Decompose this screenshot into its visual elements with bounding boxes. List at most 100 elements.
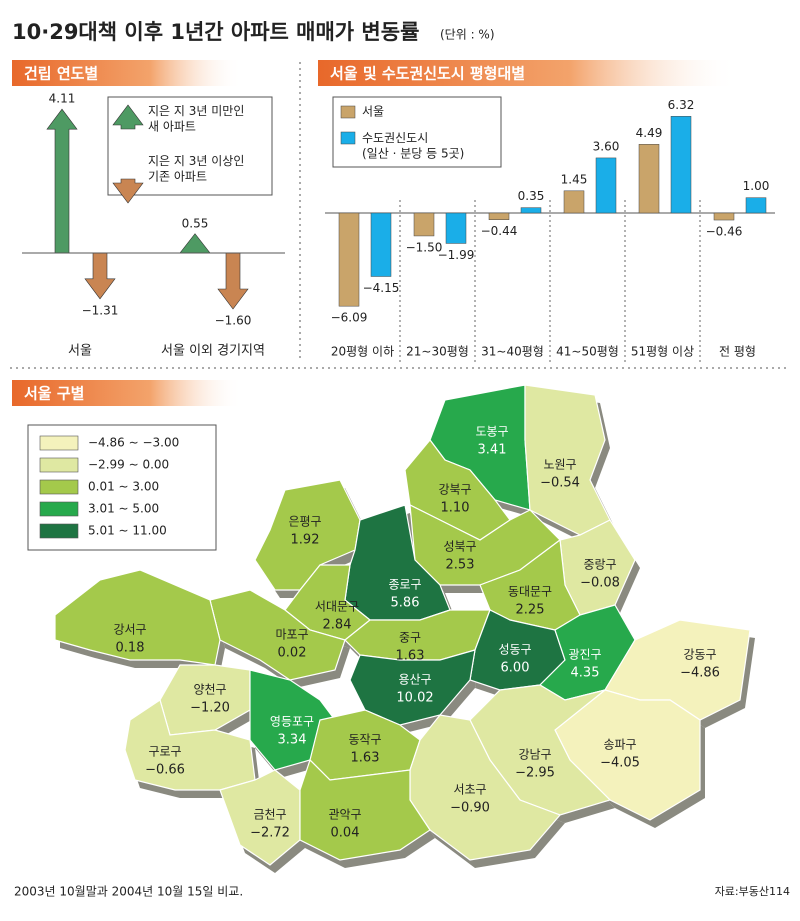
district-name: 마포구 [275,628,308,642]
district-value: −1.20 [190,701,230,716]
value-label: 6.32 [668,98,695,112]
bar [413,212,435,237]
district-value: 4.35 [571,666,600,681]
legend-label: 0.01 ∼ 3.00 [88,480,159,494]
legend-swatch [39,435,79,451]
district [349,649,476,726]
value-label: −1.50 [406,240,443,254]
value-label: 0.35 [518,189,545,203]
district-name: 서대문구 [315,600,359,614]
district-value: 10.02 [396,691,433,706]
bar [745,197,767,214]
district-name: 구로구 [148,745,181,759]
section-title: 건립 연도별 [24,65,98,83]
bar [563,190,585,214]
arrow [46,108,78,254]
district-value: −2.72 [250,826,290,841]
district-name: 강서구 [113,623,146,637]
district-value: −2.95 [515,766,555,781]
legend-swatch [112,178,144,204]
bar [595,157,617,214]
district-value: 3.41 [478,443,507,458]
x-tick-label: 전 평형 [719,345,756,359]
bar [370,212,392,277]
district-value: −0.08 [580,576,620,591]
legend-label: 3.01 ∼ 5.00 [88,502,159,516]
section-title: 서울 구별 [24,385,84,403]
district-value: 2.53 [446,558,475,573]
arrow [84,252,116,300]
district-name: 동작구 [348,733,381,747]
district-name: 송파구 [603,738,636,752]
x-tick-label: 21∼30평형 [406,345,469,359]
legend-swatch [39,479,79,495]
legend-swatch [340,105,356,119]
legend-swatch [39,523,79,539]
arrow [217,252,249,310]
district-value: 2.25 [516,603,545,618]
value-label: −6.09 [331,311,368,325]
district-value: 0.02 [278,646,307,661]
value-label: 1.00 [743,179,770,193]
legend-label: 5.01 ∼ 11.00 [88,524,167,538]
section-header [318,60,738,86]
bar [713,212,735,221]
district-value: 2.84 [323,618,352,633]
legend-swatch [39,457,79,473]
legend-swatch [112,104,144,130]
district-name: 동대문구 [508,585,552,599]
legend-box [332,96,502,168]
district-name: 강남구 [518,748,551,762]
bar [445,212,467,244]
district-name: 광진구 [568,648,601,662]
bar [638,144,660,214]
section-title: 서울 및 수도권신도시 평형대별 [330,65,525,83]
district-value: −4.05 [600,756,640,771]
bar [338,212,360,307]
legend-label: 지은 지 3년 이상인 기존 아파트 [148,154,244,184]
district-name: 강동구 [683,648,716,662]
district-value: 0.04 [331,826,360,841]
source: 자료:부동산114 [715,885,790,898]
district-name: 양천구 [193,682,226,697]
x-tick-label: 서울 [68,344,92,359]
district-value: 0.18 [116,641,145,656]
legend-label: −2.99 ∼ 0.00 [88,458,169,472]
legend-swatch [39,501,79,517]
district-name: 종로구 [388,578,421,592]
value-label: 3.60 [593,139,620,153]
value-label: −0.44 [481,224,518,238]
legend-label: −4.86 ∼ −3.00 [88,436,179,450]
x-tick-label: 51평형 이상 [631,345,694,359]
district-value: 5.86 [391,596,420,611]
x-tick-label: 서울 이외 경기지역 [161,344,265,359]
bar [520,207,542,214]
arrow [179,233,211,254]
district-name: 성동구 [498,643,531,657]
district-value: 3.34 [278,733,307,748]
district-name: 성북구 [443,540,476,554]
legend-label: 수도권신도시 (일산 · 분당 등 5곳) [362,131,464,161]
x-tick-label: 31∼40평형 [481,345,544,359]
legend-swatch [340,131,356,145]
bar [488,212,510,220]
legend-label: 서울 [362,105,384,119]
footnote: 2003년 10월말과 2004년 10월 15일 비교. [14,885,243,899]
district-value: 1.63 [396,649,425,664]
district-name: 관악구 [328,808,361,822]
value-label: −1.60 [215,314,252,328]
district [299,758,431,861]
district-value: −0.54 [540,476,580,491]
district [209,589,346,681]
value-label: −1.99 [438,248,475,262]
value-label: 4.11 [49,92,76,106]
x-tick-label: 20평형 이하 [331,345,394,359]
district-name: 강북구 [438,483,471,497]
district-value: −4.86 [680,666,720,681]
district-name: 중구 [399,631,421,645]
unit: (단위 : %) [440,28,495,42]
value-label: 1.45 [561,172,588,186]
district-name: 은평구 [288,515,321,529]
district-name: 금천구 [253,807,286,822]
